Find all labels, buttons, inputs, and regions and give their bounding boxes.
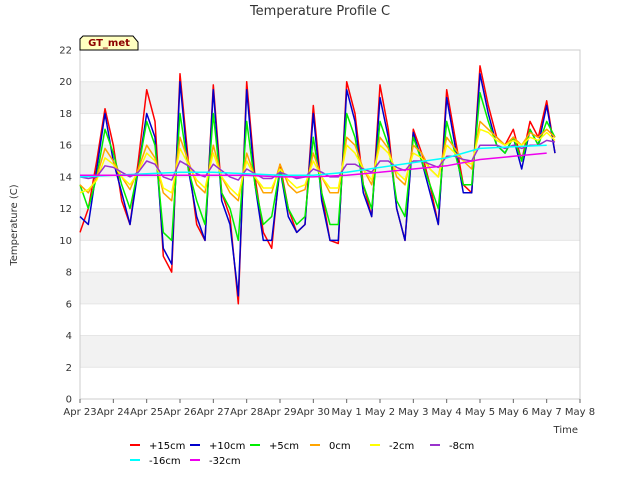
y-tick-label: 10 bbox=[59, 236, 72, 247]
x-tick-label: May 7 bbox=[532, 407, 562, 418]
plot-area bbox=[79, 49, 581, 400]
x-tick-label: Apr 24 bbox=[97, 407, 130, 418]
x-tick-label: May 4 bbox=[432, 407, 462, 418]
y-tick-label: 2 bbox=[66, 363, 72, 374]
x-axis: Apr 23 Apr 24 Apr 25 Apr 26 Apr 27 Apr 28 Apr … bbox=[63, 399, 595, 418]
y-tick-label: 6 bbox=[66, 299, 72, 310]
x-tick-label: Apr 23 bbox=[63, 407, 96, 418]
grid-band bbox=[80, 145, 580, 177]
legend-label: +5cm bbox=[269, 441, 299, 452]
grid-band bbox=[80, 272, 580, 304]
y-tick-label: 0 bbox=[66, 395, 72, 406]
legend-label: -16cm bbox=[149, 456, 181, 467]
y-tick-label: 14 bbox=[59, 172, 72, 183]
chart-title: Temperature Profile C bbox=[249, 4, 390, 19]
x-tick-label: Apr 29 bbox=[263, 407, 296, 418]
x-tick-label: Apr 27 bbox=[197, 407, 230, 418]
x-tick-label: Apr 25 bbox=[130, 407, 163, 418]
y-axis: 0 2 4 6 8 10 12 14 16 18 20 22 bbox=[59, 46, 72, 406]
legend-label: -8cm bbox=[449, 441, 474, 452]
x-tick-label: May 5 bbox=[465, 407, 495, 418]
gt-met-badge: GT_met bbox=[79, 35, 139, 51]
y-tick-label: 18 bbox=[59, 109, 72, 120]
x-tick-label: May 8 bbox=[565, 407, 595, 418]
legend-label: 0cm bbox=[329, 441, 351, 452]
legend: +15cm +10cm +5cm 0cm -2cm -8cm -16cm -32cm bbox=[130, 441, 474, 467]
grid-bands bbox=[80, 49, 580, 400]
y-tick-label: 4 bbox=[66, 331, 72, 342]
grid-band bbox=[80, 81, 580, 114]
legend-label: -32cm bbox=[209, 456, 241, 467]
x-tick-label: May 6 bbox=[498, 407, 528, 418]
y-tick-label: 16 bbox=[59, 141, 72, 152]
y-tick-label: 22 bbox=[59, 46, 72, 57]
y-axis-label: Temperature (C) bbox=[9, 184, 20, 266]
x-tick-label: May 2 bbox=[365, 407, 395, 418]
series-line--2cm bbox=[79, 128, 556, 197]
x-tick-label: May 3 bbox=[398, 407, 428, 418]
y-tick-label: 8 bbox=[66, 268, 72, 279]
series-line--8cm bbox=[79, 139, 556, 181]
series-lines bbox=[79, 65, 556, 305]
x-axis-label: Time bbox=[553, 425, 578, 436]
legend-label: +15cm bbox=[149, 441, 185, 452]
x-tick-label: Apr 28 bbox=[230, 407, 263, 418]
x-tick-label: May 1 bbox=[332, 407, 362, 418]
badge-label: GT_met bbox=[88, 38, 130, 49]
y-tick-label: 12 bbox=[59, 204, 72, 215]
x-tick-label: Apr 30 bbox=[297, 407, 330, 418]
y-tick-label: 20 bbox=[59, 77, 72, 88]
legend-label: -2cm bbox=[389, 441, 414, 452]
x-tick-label: Apr 26 bbox=[163, 407, 196, 418]
series-line--16cm bbox=[79, 144, 547, 178]
series-line--32cm bbox=[80, 152, 547, 178]
grid-band bbox=[80, 335, 580, 368]
legend-label: +10cm bbox=[209, 441, 245, 452]
